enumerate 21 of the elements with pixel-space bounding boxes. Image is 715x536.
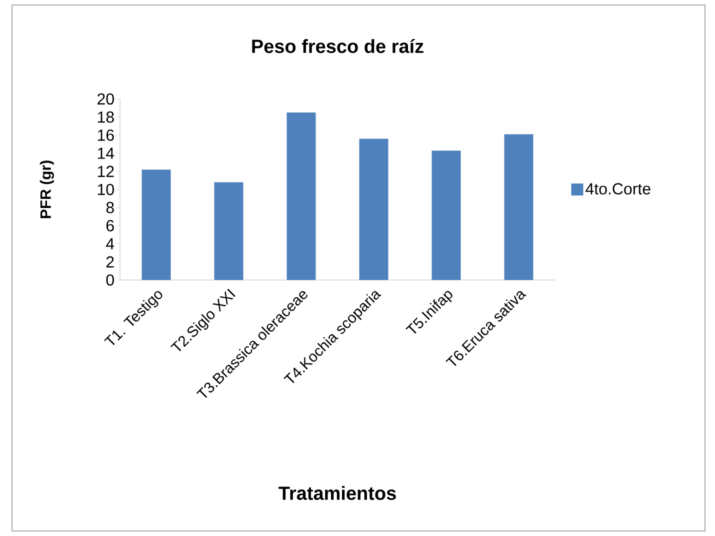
y-tick-label: 4 [106,238,114,250]
y-tick-label: 12 [98,166,114,177]
bar [214,182,244,280]
y-tick-label: 10 [98,184,114,196]
bar [142,170,171,280]
y-tick-label: 6 [106,220,114,232]
y-tick-label: 16 [98,130,114,141]
y-tick-label: 14 [98,148,114,159]
y-tick-label: 18 [98,111,114,123]
x-axis-title: Tratamientos [278,486,396,500]
chart-title: Peso fresco de raíz [252,38,424,54]
bar [359,138,388,280]
bar [286,112,316,280]
y-tick-label: 20 [98,93,114,105]
y-tick-label: 0 [106,274,114,286]
y-axis-title: PFR (gr) [40,160,54,218]
y-tick-label: 2 [106,256,114,268]
y-tick-label: 8 [106,202,114,214]
bar [432,150,461,280]
legend-label: 4to.Corte [586,183,650,194]
bar [504,134,534,280]
